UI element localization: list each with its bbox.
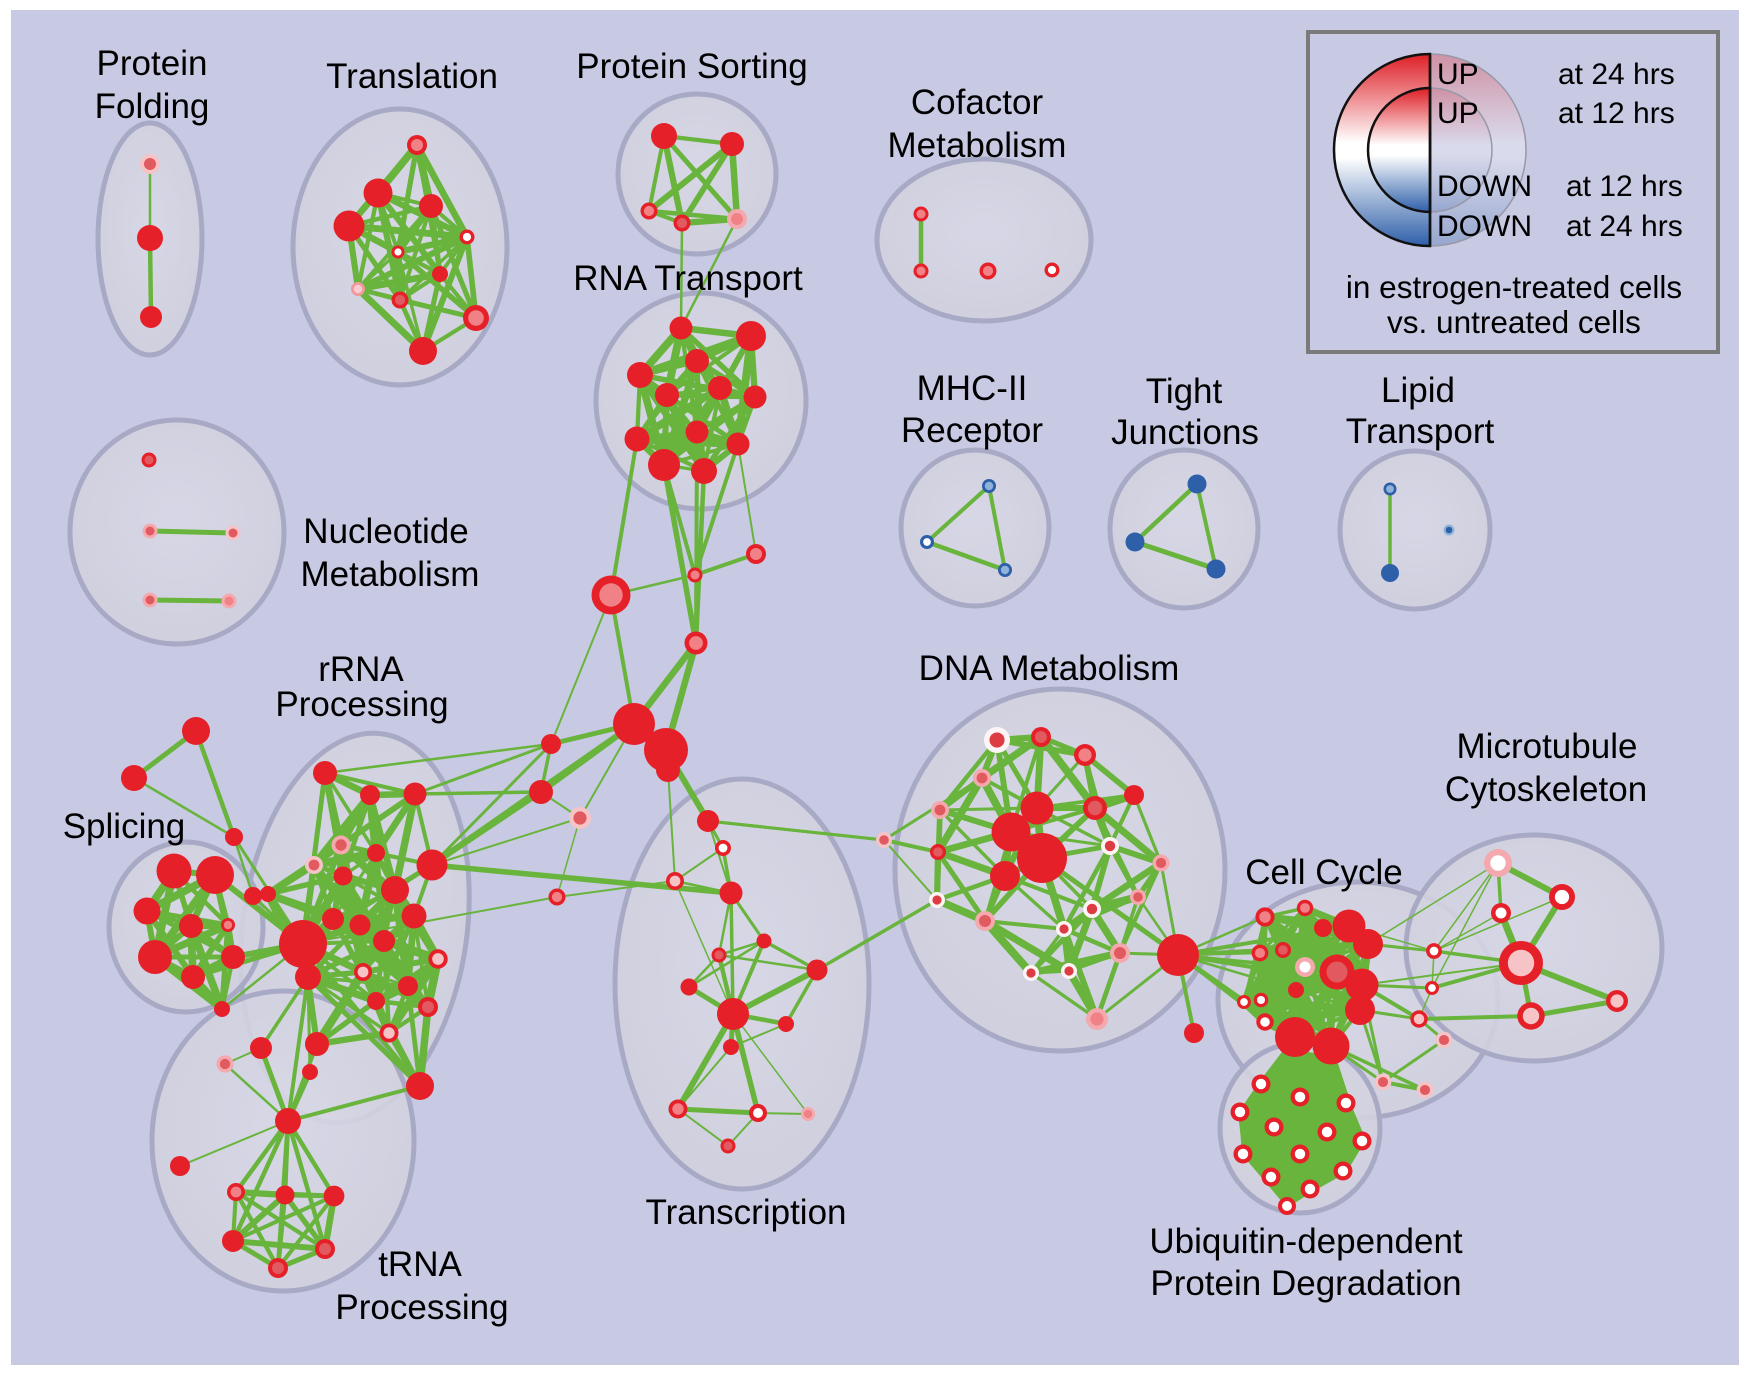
- svg-text:Protein: Protein: [97, 44, 208, 83]
- svg-text:Protein Sorting: Protein Sorting: [576, 47, 808, 86]
- svg-text:Cofactor: Cofactor: [911, 83, 1044, 122]
- svg-text:Metabolism: Metabolism: [301, 555, 480, 594]
- svg-text:MHC-II: MHC-II: [917, 369, 1028, 408]
- svg-text:at 24 hrs: at 24 hrs: [1566, 210, 1683, 243]
- svg-text:Ubiquitin-dependent: Ubiquitin-dependent: [1149, 1222, 1463, 1261]
- svg-text:RNA Transport: RNA Transport: [573, 259, 803, 298]
- svg-text:Transcription: Transcription: [646, 1193, 847, 1232]
- svg-text:Junctions: Junctions: [1111, 413, 1259, 452]
- svg-text:UP: UP: [1437, 58, 1479, 91]
- svg-text:tRNA: tRNA: [378, 1245, 462, 1284]
- svg-text:vs. untreated cells: vs. untreated cells: [1387, 304, 1641, 340]
- svg-text:rRNA: rRNA: [318, 650, 404, 689]
- svg-text:Lipid: Lipid: [1381, 371, 1455, 410]
- svg-text:Folding: Folding: [95, 87, 210, 126]
- svg-text:at 12 hrs: at 12 hrs: [1558, 97, 1675, 130]
- svg-text:DOWN: DOWN: [1437, 210, 1532, 243]
- svg-text:Receptor: Receptor: [901, 411, 1043, 450]
- svg-text:Splicing: Splicing: [63, 807, 186, 846]
- svg-text:at 12 hrs: at 12 hrs: [1566, 170, 1683, 203]
- svg-text:Processing: Processing: [275, 685, 448, 724]
- svg-text:DNA Metabolism: DNA Metabolism: [919, 649, 1180, 688]
- svg-text:in estrogen-treated cells: in estrogen-treated cells: [1346, 269, 1682, 305]
- svg-text:UP: UP: [1437, 97, 1479, 130]
- svg-text:Tight: Tight: [1146, 372, 1223, 411]
- svg-text:DOWN: DOWN: [1437, 170, 1532, 203]
- svg-text:Translation: Translation: [326, 57, 498, 96]
- svg-text:Metabolism: Metabolism: [888, 126, 1067, 165]
- svg-text:Nucleotide: Nucleotide: [303, 512, 468, 551]
- svg-text:at 24 hrs: at 24 hrs: [1558, 58, 1675, 91]
- svg-text:Cytoskeleton: Cytoskeleton: [1445, 770, 1647, 809]
- svg-text:Cell Cycle: Cell Cycle: [1245, 853, 1403, 892]
- svg-text:Processing: Processing: [335, 1288, 508, 1327]
- svg-text:Protein Degradation: Protein Degradation: [1150, 1264, 1461, 1303]
- svg-text:Transport: Transport: [1346, 412, 1495, 451]
- svg-text:Microtubule: Microtubule: [1457, 727, 1638, 766]
